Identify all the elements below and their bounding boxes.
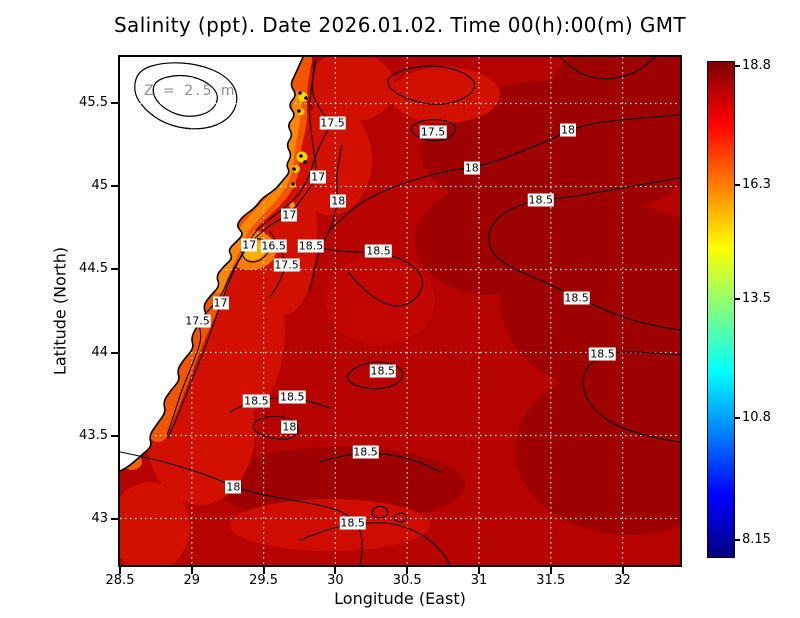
x-tick-mark — [621, 567, 624, 574]
colorbar-tick-mark — [735, 298, 740, 301]
x-tick-mark — [190, 567, 193, 574]
colorbar-tick-mark — [735, 183, 740, 186]
depth-annotation: Z = 2.5 m — [144, 83, 238, 99]
colorbar-tick-mark — [735, 539, 740, 542]
colorbar-tick-mark — [735, 64, 740, 67]
y-tick-mark — [111, 351, 118, 354]
colorbar-tick-label: 13.5 — [742, 291, 771, 307]
x-tick-mark — [262, 567, 265, 574]
x-tick-label: 31 — [470, 573, 488, 588]
y-tick-label: 43 — [91, 510, 108, 526]
x-tick-mark — [119, 567, 121, 574]
y-tick-label: 44 — [91, 344, 108, 360]
x-tick-label: 30 — [327, 573, 344, 588]
map-plot-area: 17.5 17.5 18 18 17 18 18.5 17 17 16.5 18.5 18.5 17.5… — [118, 55, 682, 567]
colorbar-tick-label: 8.15 — [742, 532, 771, 548]
colorbar-gradient — [708, 62, 734, 557]
y-tick-label: 44.5 — [79, 261, 108, 277]
x-axis-label: Longitude (East) — [334, 589, 466, 608]
y-tick-mark — [111, 185, 118, 188]
colorbar-tick-label: 18.8 — [742, 57, 771, 73]
colorbar-tick-label: 16.3 — [742, 176, 771, 192]
x-tick-label: 30.5 — [392, 573, 422, 588]
x-tick-label: 29.5 — [249, 573, 279, 588]
x-tick-mark — [334, 567, 337, 574]
colorbar-tick-mark — [735, 416, 740, 419]
x-tick-mark — [477, 567, 480, 574]
x-tick-mark — [406, 567, 409, 574]
y-tick-label: 43.5 — [79, 427, 108, 443]
y-tick-label: 45.5 — [79, 95, 108, 111]
salinity-heatmap-canvas — [120, 57, 680, 565]
y-tick-label: 45 — [91, 178, 108, 194]
y-tick-mark — [111, 102, 118, 105]
x-tick-label: 28.5 — [105, 573, 135, 588]
x-tick-label: 29 — [183, 573, 201, 588]
x-tick-mark — [549, 567, 552, 574]
y-tick-mark — [111, 434, 118, 437]
y-tick-mark — [111, 268, 118, 271]
y-tick-mark — [111, 517, 118, 520]
x-tick-label: 32 — [614, 573, 631, 588]
colorbar-tick-label: 10.8 — [742, 409, 771, 425]
x-tick-label: 31.5 — [536, 573, 566, 588]
colorbar — [707, 61, 735, 558]
plot-title: Salinity (ppt). Date 2026.01.02. Time 00… — [113, 13, 687, 37]
